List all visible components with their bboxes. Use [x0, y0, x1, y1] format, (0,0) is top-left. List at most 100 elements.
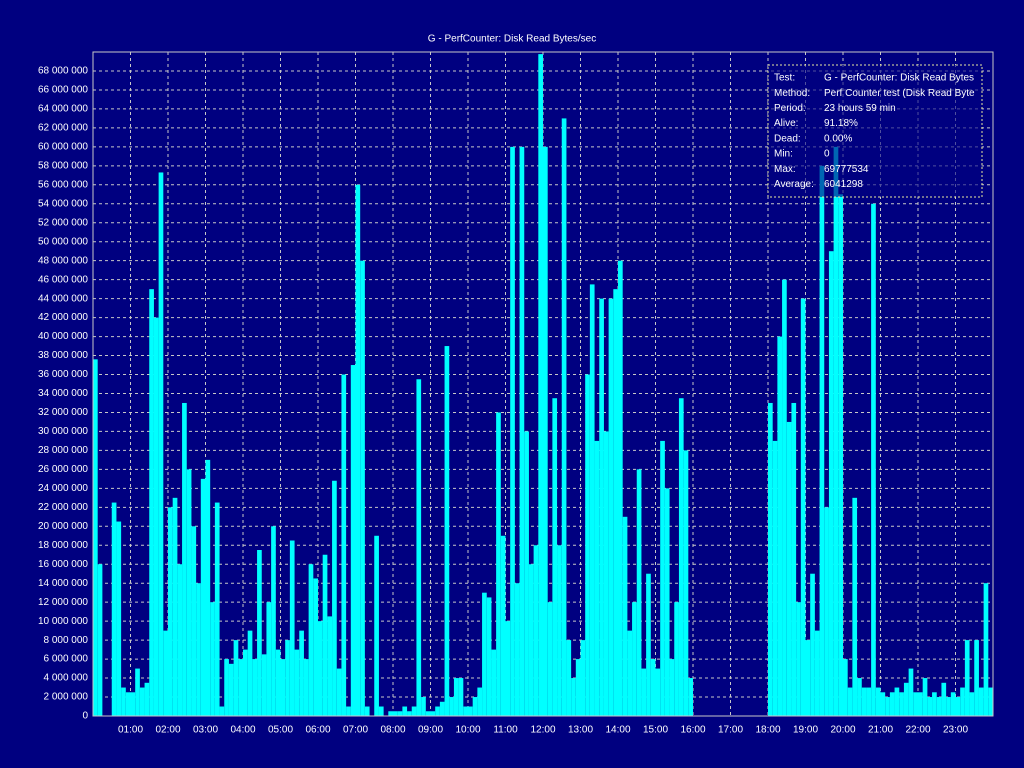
- x-tick-label: 07:00: [343, 725, 368, 736]
- bar: [453, 678, 459, 716]
- bar: [500, 535, 506, 716]
- bar: [557, 545, 562, 716]
- x-tick-label: 15:00: [643, 725, 668, 736]
- bar: [777, 336, 783, 716]
- bar: [908, 668, 914, 716]
- info-label: Test:: [774, 73, 795, 84]
- x-tick-label: 19:00: [793, 725, 818, 736]
- bar: [205, 459, 211, 716]
- bar: [768, 402, 773, 716]
- x-tick-label: 23:00: [943, 725, 968, 736]
- info-label: Min:: [774, 149, 793, 160]
- bar: [191, 526, 197, 716]
- info-value: 69777534: [824, 164, 869, 175]
- bar: [847, 687, 853, 716]
- bar: [875, 687, 881, 716]
- bar: [294, 649, 300, 716]
- y-tick-label: 32 000 000: [38, 407, 88, 418]
- bar: [861, 687, 867, 716]
- bar: [435, 706, 440, 716]
- bar: [575, 659, 581, 716]
- y-tick-label: 4 000 000: [44, 673, 89, 684]
- bar: [228, 663, 234, 716]
- bar: [589, 284, 595, 716]
- x-tick-label: 04:00: [230, 725, 255, 736]
- bar: [988, 687, 993, 716]
- bar: [936, 697, 942, 716]
- bar: [960, 687, 965, 716]
- y-tick-label: 60 000 000: [38, 141, 88, 152]
- bar: [93, 359, 98, 716]
- bar: [318, 621, 323, 716]
- bar: [819, 165, 825, 717]
- info-value: 23 hours 59 min: [824, 103, 896, 114]
- bar: [219, 706, 225, 716]
- bar: [857, 678, 862, 716]
- bar: [852, 497, 858, 716]
- bar: [650, 659, 656, 716]
- bar: [233, 640, 239, 716]
- bar: [388, 711, 393, 716]
- x-tick-label: 03:00: [193, 725, 218, 736]
- bar: [599, 298, 604, 716]
- x-tick-label: 05:00: [268, 725, 293, 736]
- bar: [336, 668, 342, 716]
- y-tick-label: 68 000 000: [38, 66, 88, 77]
- bar: [899, 692, 904, 716]
- bar: [782, 279, 787, 716]
- bar: [425, 711, 431, 716]
- x-tick-label: 06:00: [305, 725, 330, 736]
- bar: [903, 682, 909, 716]
- bar: [889, 692, 895, 716]
- y-tick-label: 14 000 000: [38, 578, 88, 589]
- bar: [660, 440, 665, 716]
- bar: [177, 564, 183, 716]
- bar: [280, 659, 286, 716]
- x-tick-label: 13:00: [568, 725, 593, 736]
- bar: [468, 706, 473, 716]
- bar: [618, 260, 623, 716]
- bar: [496, 412, 501, 716]
- y-tick-label: 36 000 000: [38, 369, 88, 380]
- info-value: G - PerfCounter: Disk Read Bytes: [824, 73, 974, 84]
- bar: [346, 706, 351, 716]
- y-tick-label: 50 000 000: [38, 236, 88, 247]
- bar: [158, 172, 164, 716]
- bar: [528, 564, 534, 716]
- bar: [168, 507, 173, 716]
- y-tick-label: 54 000 000: [38, 198, 88, 209]
- bar: [224, 659, 229, 716]
- bar: [200, 478, 206, 716]
- bar: [627, 630, 633, 716]
- y-tick-label: 46 000 000: [38, 274, 88, 285]
- bar: [116, 521, 122, 716]
- bar: [866, 687, 872, 716]
- bar: [182, 402, 187, 716]
- x-tick-label: 17:00: [718, 725, 743, 736]
- bar: [402, 706, 408, 716]
- x-tick-label: 01:00: [118, 725, 143, 736]
- bar: [472, 697, 478, 716]
- bar: [130, 692, 136, 716]
- bar: [444, 346, 450, 716]
- bar: [800, 298, 806, 716]
- y-tick-label: 44 000 000: [38, 293, 88, 304]
- plot-frame: [92, 51, 994, 717]
- x-tick-label: 16:00: [680, 725, 705, 736]
- x-tick-label: 22:00: [905, 725, 930, 736]
- bar: [378, 706, 384, 716]
- bar: [613, 289, 618, 716]
- bar: [289, 540, 295, 716]
- y-tick-label: 62 000 000: [38, 123, 88, 134]
- y-tick-label: 18 000 000: [38, 540, 88, 551]
- x-tick-label: 11:00: [493, 725, 518, 736]
- bar: [449, 697, 454, 716]
- bar: [678, 398, 684, 716]
- chart-title: G - PerfCounter: Disk Read Bytes/sec: [428, 34, 596, 45]
- bar: [918, 692, 923, 716]
- bar: [524, 431, 529, 716]
- bar: [543, 146, 548, 716]
- bars: [93, 54, 993, 717]
- bar: [257, 550, 262, 716]
- bar: [552, 398, 558, 716]
